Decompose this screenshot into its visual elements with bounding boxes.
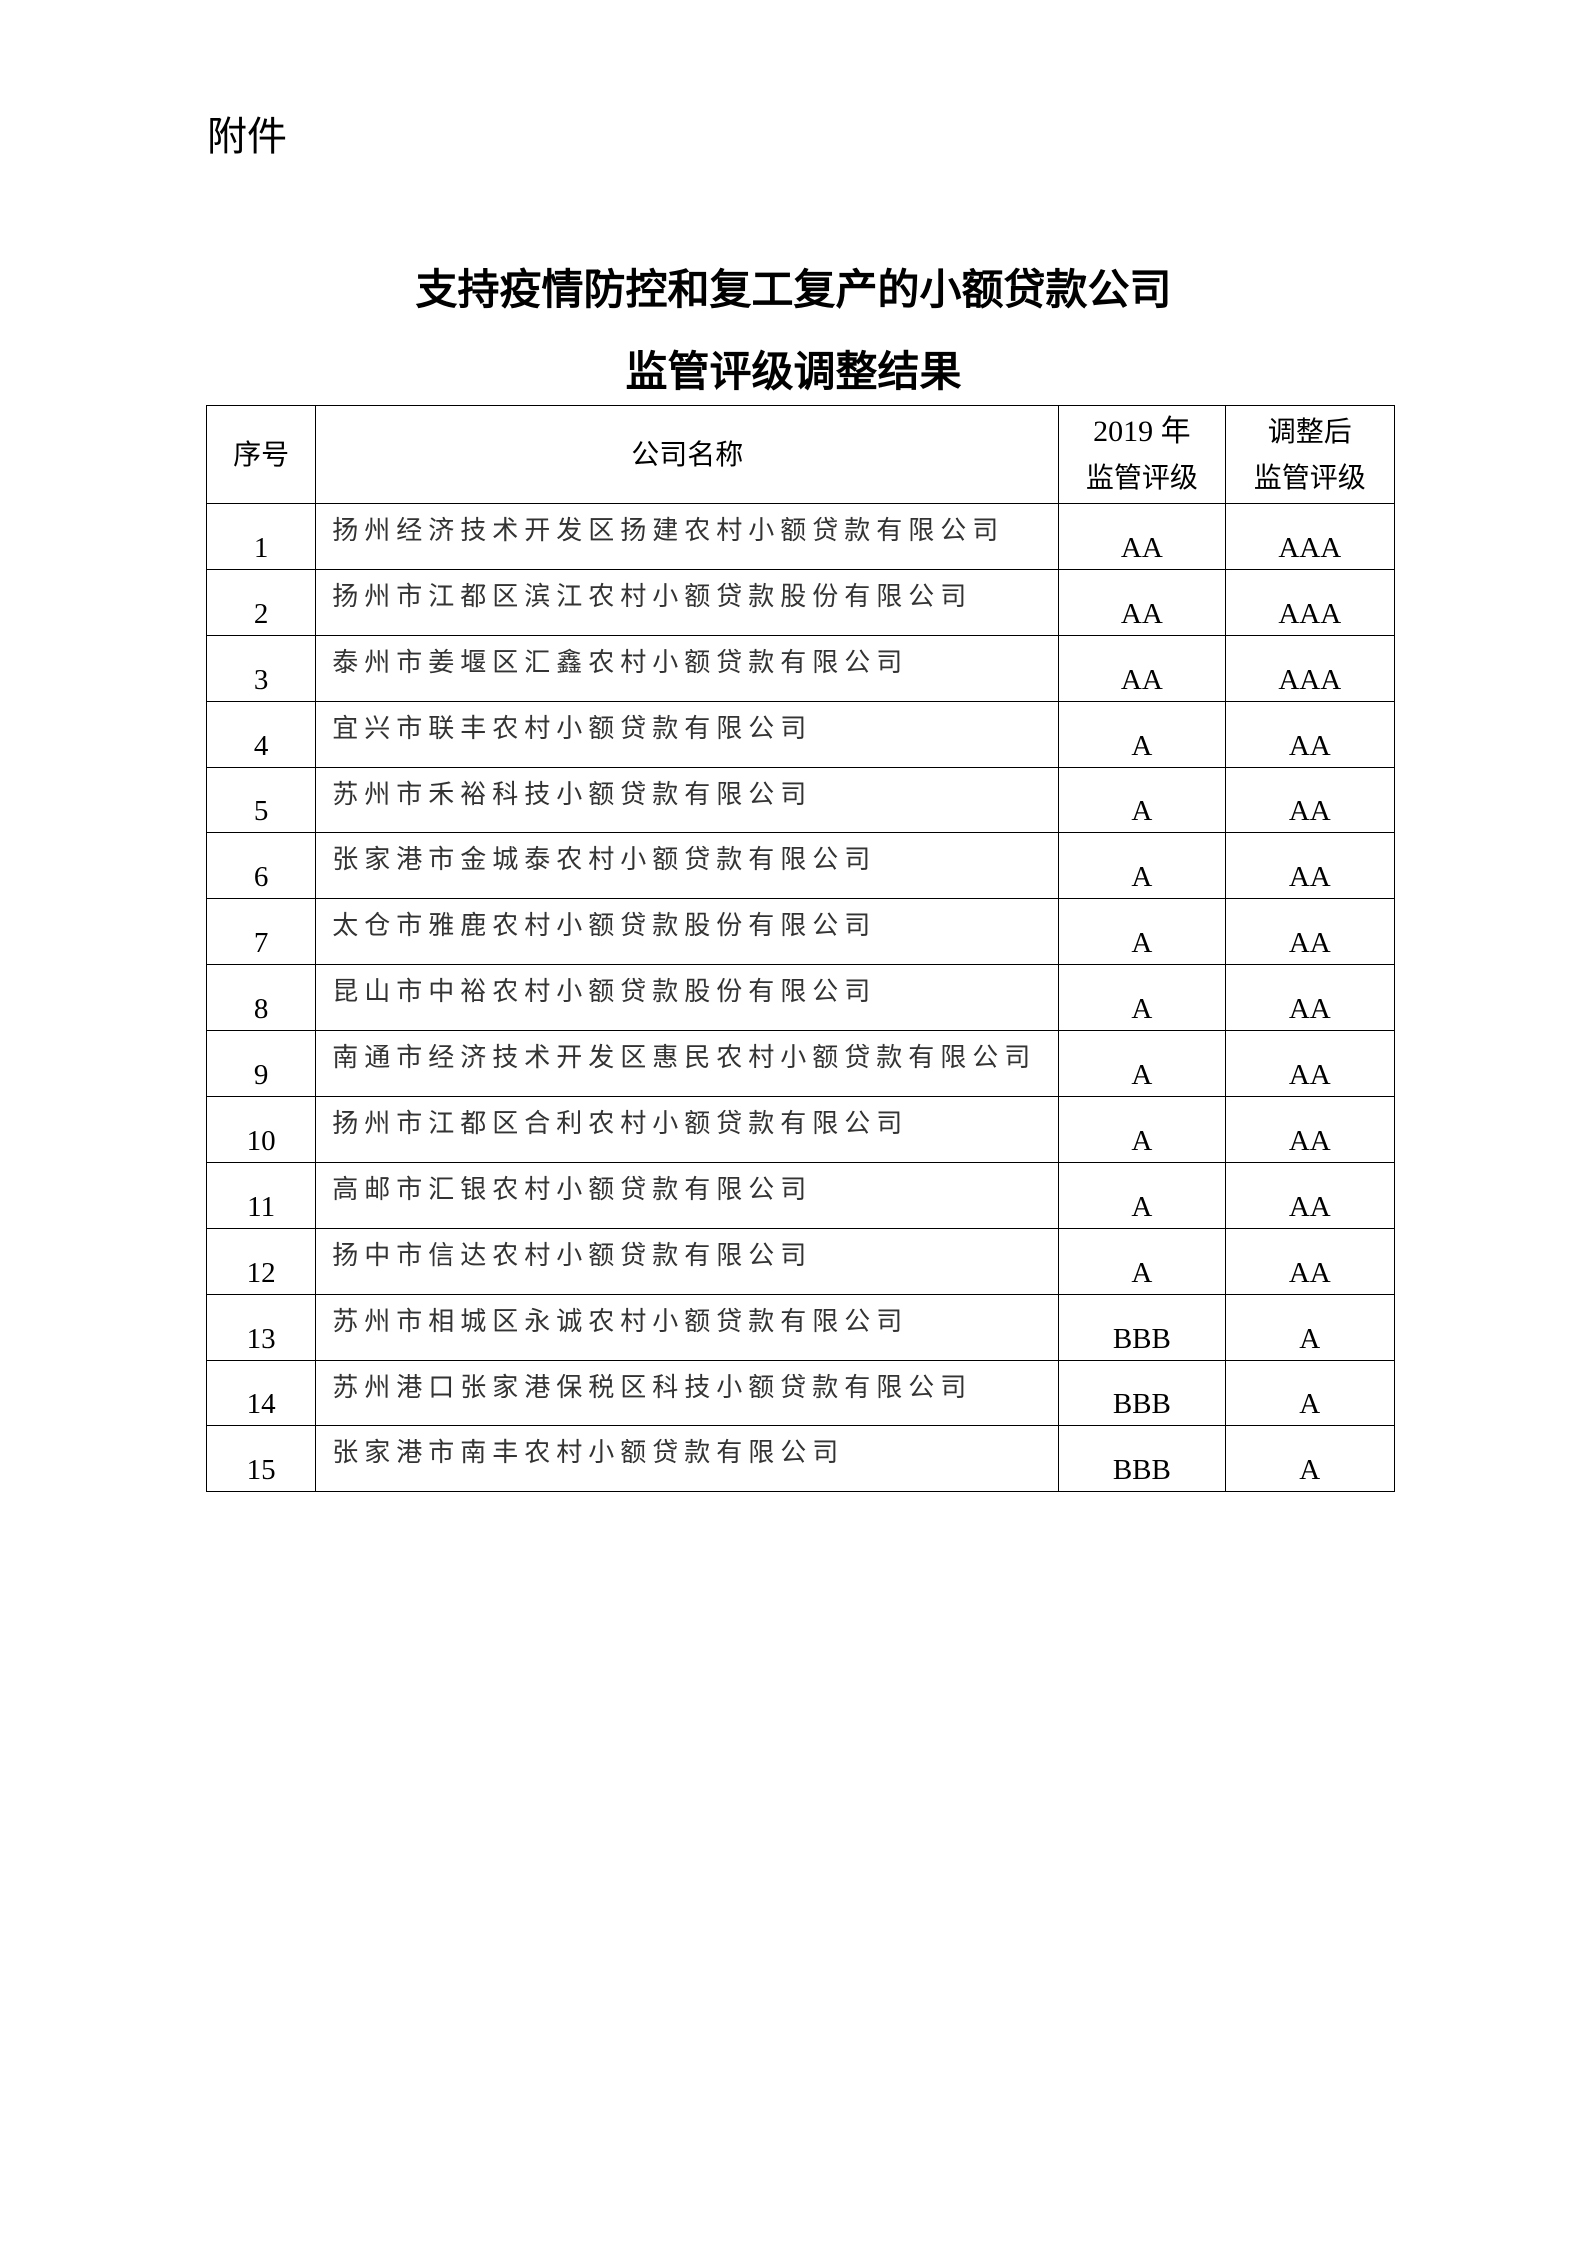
rating-2019: A: [1058, 1161, 1226, 1229]
table-row: 7 太仓市雅鹿农村小额贷款股份有限公司 A AA: [205, 898, 1396, 966]
company-name: 张家港市金城泰农村小额贷款有限公司: [315, 832, 1060, 900]
table-row: 1 扬州经济技术开发区扬建农村小额贷款有限公司 AA AAA: [205, 503, 1396, 570]
company-name: 苏州市相城区永诚农村小额贷款有限公司: [315, 1293, 1060, 1361]
row-number: 8: [205, 964, 317, 1032]
table-row: 3 泰州市姜堰区汇鑫农村小额贷款有限公司 AA AAA: [205, 634, 1396, 702]
table-row: 5 苏州市禾裕科技小额贷款有限公司 A AA: [205, 766, 1396, 834]
table-row: 10 扬州市江都区合利农村小额贷款有限公司 A AA: [205, 1096, 1396, 1163]
header-rating-2019: 2019 年监管评级: [1058, 405, 1226, 504]
rating-2019: A: [1058, 1096, 1226, 1163]
table-row: 11 高邮市汇银农村小额贷款有限公司 A AA: [205, 1161, 1396, 1229]
company-name: 南通市经济技术开发区惠民农村小额贷款有限公司: [315, 1030, 1060, 1098]
row-number: 11: [205, 1161, 317, 1229]
adjusted-rating: AAA: [1224, 634, 1396, 702]
header-no: 序号: [205, 405, 317, 504]
company-name: 扬州市江都区滨江农村小额贷款股份有限公司: [315, 568, 1060, 636]
rating-2019: A: [1058, 700, 1226, 768]
company-name: 扬中市信达农村小额贷款有限公司: [315, 1227, 1060, 1295]
rating-2019: A: [1058, 832, 1226, 900]
table-row: 8 昆山市中裕农村小额贷款股份有限公司 A AA: [205, 964, 1396, 1032]
table-row: 15 张家港市南丰农村小额贷款有限公司 BBB A: [205, 1425, 1396, 1493]
adjusted-rating: AA: [1224, 766, 1396, 834]
rating-2019: A: [1058, 964, 1226, 1032]
rating-2019: A: [1058, 1227, 1226, 1295]
row-number: 10: [205, 1096, 317, 1163]
rating-2019: AA: [1058, 568, 1226, 636]
row-number: 9: [205, 1030, 317, 1098]
company-name: 泰州市姜堰区汇鑫农村小额贷款有限公司: [315, 634, 1060, 702]
row-number: 6: [205, 832, 317, 900]
company-name: 扬州经济技术开发区扬建农村小额贷款有限公司: [315, 503, 1060, 570]
adjusted-rating: A: [1224, 1425, 1396, 1493]
company-name: 高邮市汇银农村小额贷款有限公司: [315, 1161, 1060, 1229]
row-number: 2: [205, 568, 317, 636]
header-rating-2019-line2: 监管评级: [1085, 460, 1198, 494]
company-name: 昆山市中裕农村小额贷款股份有限公司: [315, 964, 1060, 1032]
company-name: 苏州港口张家港保税区科技小额贷款有限公司: [315, 1359, 1060, 1427]
table-row: 6 张家港市金城泰农村小额贷款有限公司 A AA: [205, 832, 1396, 900]
attachment-label: 附件: [207, 114, 287, 160]
company-name: 扬州市江都区合利农村小额贷款有限公司: [315, 1096, 1060, 1163]
table-row: 12 扬中市信达农村小额贷款有限公司 A AA: [205, 1227, 1396, 1295]
table-row: 14 苏州港口张家港保税区科技小额贷款有限公司 BBB A: [205, 1359, 1396, 1427]
adjusted-rating: AAA: [1224, 503, 1396, 570]
rating-2019: BBB: [1058, 1425, 1226, 1493]
header-company: 公司名称: [315, 405, 1060, 504]
adjusted-rating: A: [1224, 1359, 1396, 1427]
row-number: 4: [205, 700, 317, 768]
table-header-row: 序号 公司名称 2019 年监管评级 调整后 监管评级: [205, 405, 1396, 504]
adjusted-rating: AA: [1224, 964, 1396, 1032]
rating-2019: A: [1058, 766, 1226, 834]
rating-2019: BBB: [1058, 1293, 1226, 1361]
header-adjusted-line1: 调整后: [1267, 414, 1352, 448]
row-number: 15: [205, 1425, 317, 1493]
adjusted-rating: AA: [1224, 1096, 1396, 1163]
adjusted-rating: AA: [1224, 898, 1396, 966]
document-subtitle: 监管评级调整结果: [625, 347, 962, 396]
header-adjusted-line2: 监管评级: [1253, 460, 1366, 494]
rating-table: 序号 公司名称 2019 年监管评级 调整后 监管评级 1 扬州经济技术开发区扬建农…: [205, 405, 1396, 1493]
row-number: 1: [205, 503, 317, 570]
table-row: 4 宜兴市联丰农村小额贷款有限公司 A AA: [205, 700, 1396, 768]
company-name: 太仓市雅鹿农村小额贷款股份有限公司: [315, 898, 1060, 966]
rating-2019: AA: [1058, 634, 1226, 702]
company-name: 宜兴市联丰农村小额贷款有限公司: [315, 700, 1060, 768]
adjusted-rating: AA: [1224, 1161, 1396, 1229]
adjusted-rating: A: [1224, 1293, 1396, 1361]
adjusted-rating: AA: [1224, 832, 1396, 900]
table-row: 13 苏州市相城区永诚农村小额贷款有限公司 BBB A: [205, 1293, 1396, 1361]
table-row: 9 南通市经济技术开发区惠民农村小额贷款有限公司 A AA: [205, 1030, 1396, 1098]
rating-2019: BBB: [1058, 1359, 1226, 1427]
adjusted-rating: AA: [1224, 1030, 1396, 1098]
adjusted-rating: AA: [1224, 1227, 1396, 1295]
row-number: 7: [205, 898, 317, 966]
document-title: 支持疫情防控和复工复产的小额贷款公司: [415, 265, 1172, 314]
table-row: 2 扬州市江都区滨江农村小额贷款股份有限公司 AA AAA: [205, 568, 1396, 636]
rating-2019: A: [1058, 1030, 1226, 1098]
rating-2019: A: [1058, 898, 1226, 966]
adjusted-rating: AA: [1224, 700, 1396, 768]
header-rating-2019-line1: 2019 年: [1093, 414, 1191, 448]
header-adjusted-rating: 调整后 监管评级: [1224, 405, 1396, 504]
rating-2019: AA: [1058, 503, 1226, 570]
row-number: 13: [205, 1293, 317, 1361]
row-number: 14: [205, 1359, 317, 1427]
row-number: 3: [205, 634, 317, 702]
row-number: 5: [205, 766, 317, 834]
company-name: 苏州市禾裕科技小额贷款有限公司: [315, 766, 1060, 834]
row-number: 12: [205, 1227, 317, 1295]
company-name: 张家港市南丰农村小额贷款有限公司: [315, 1425, 1060, 1493]
adjusted-rating: AAA: [1224, 568, 1396, 636]
